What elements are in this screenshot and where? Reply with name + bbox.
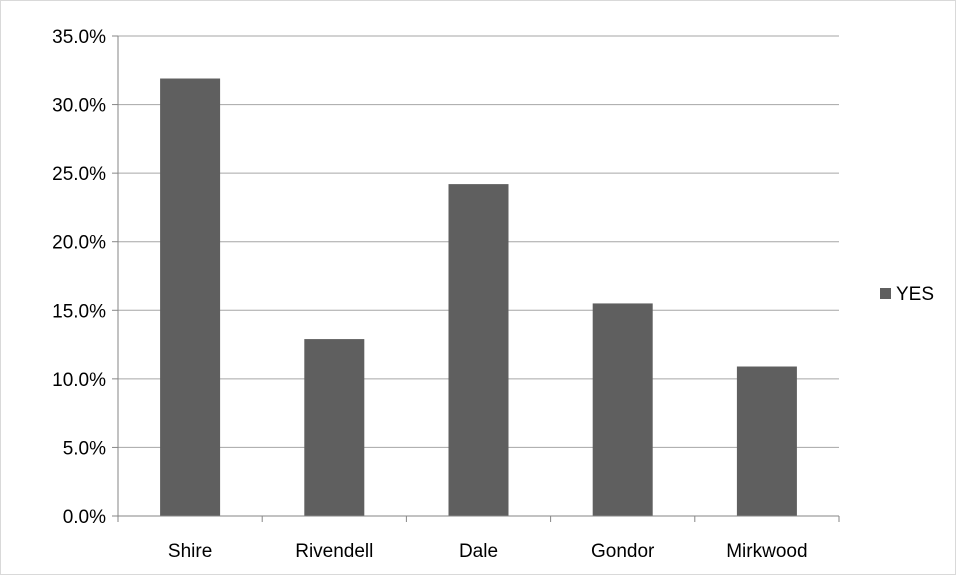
y-tick-label: 0.0%: [63, 507, 106, 528]
y-tick-label: 5.0%: [63, 438, 106, 459]
y-tick-label: 10.0%: [52, 370, 106, 391]
y-tick-label: 30.0%: [52, 96, 106, 117]
bar-gondor: [592, 303, 653, 516]
bar-mirkwood: [736, 366, 797, 516]
y-tick-label: 20.0%: [52, 233, 106, 254]
bar-rivendell: [304, 339, 365, 516]
x-tick-labels: Shire Rivendell Dale Gondor Mirkwood: [168, 541, 808, 562]
x-tick-label-shire: Shire: [168, 541, 212, 562]
y-tick-labels: 0.0% 5.0% 10.0% 15.0% 20.0% 25.0% 30.0% 35.0%: [52, 27, 106, 528]
x-tick-label-rivendell: Rivendell: [295, 541, 373, 562]
bar-shire: [160, 78, 221, 516]
bar-dale: [448, 184, 509, 516]
x-tick-label-gondor: Gondor: [591, 541, 655, 562]
x-tick-label-mirkwood: Mirkwood: [726, 541, 807, 562]
x-tick-label-dale: Dale: [459, 541, 498, 562]
y-tick-label: 15.0%: [52, 301, 106, 322]
bars: [160, 78, 797, 516]
y-tick-label: 35.0%: [52, 27, 106, 48]
legend: YES: [880, 284, 934, 305]
legend-label-yes: YES: [896, 284, 934, 305]
y-tick-label: 25.0%: [52, 164, 106, 185]
axes: [112, 35, 840, 522]
legend-swatch-yes: [880, 288, 891, 299]
